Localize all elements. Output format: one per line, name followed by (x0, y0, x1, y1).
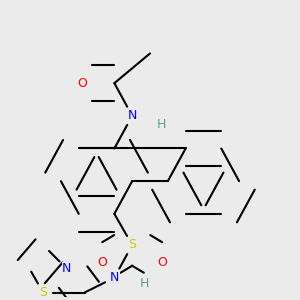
Text: O: O (77, 77, 87, 90)
Text: H: H (140, 277, 149, 290)
Text: O: O (157, 256, 167, 269)
Text: N: N (128, 109, 137, 122)
Text: O: O (98, 256, 107, 269)
Text: S: S (39, 286, 47, 299)
Text: N: N (62, 262, 71, 275)
Text: H: H (157, 118, 167, 131)
Text: N: N (110, 271, 119, 284)
Text: S: S (128, 238, 136, 251)
